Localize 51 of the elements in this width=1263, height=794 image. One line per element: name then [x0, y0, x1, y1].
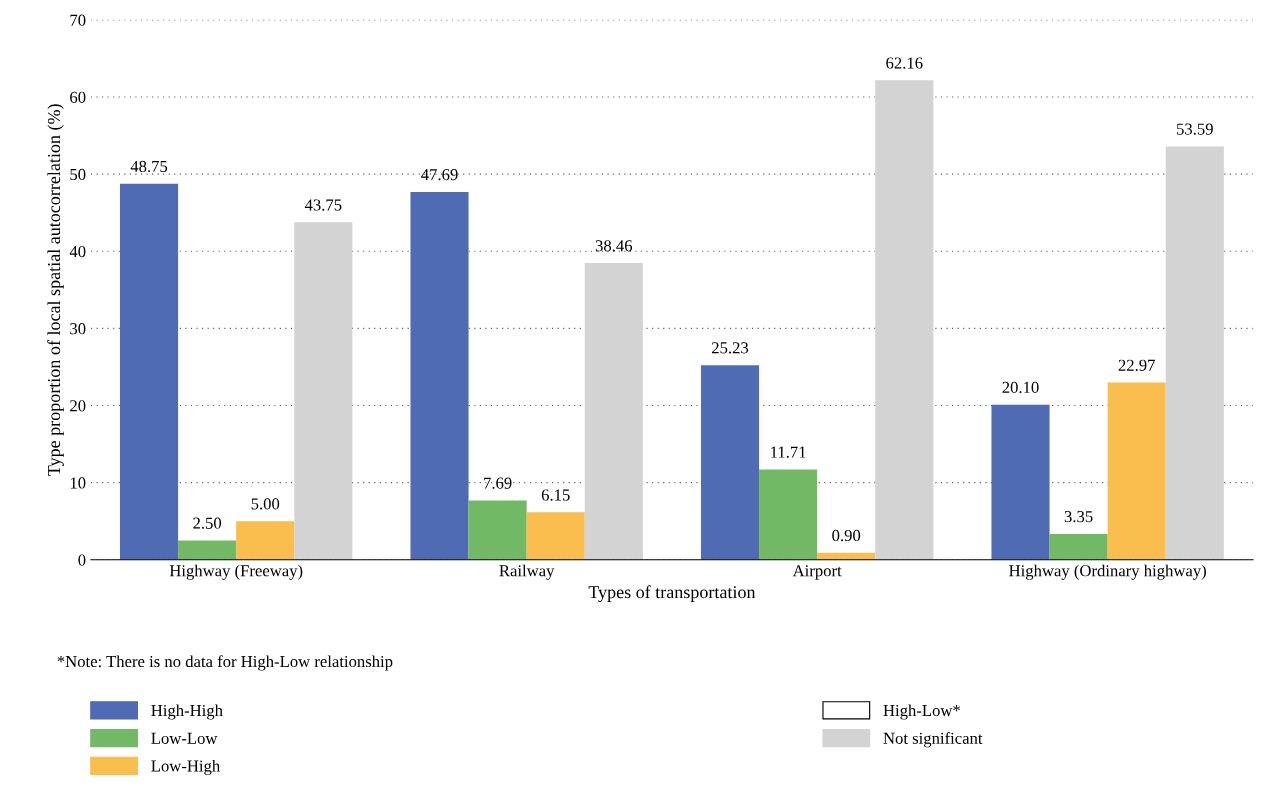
bar [468, 500, 527, 560]
x-tick-label: Airport [792, 565, 842, 580]
data-label: 2.50 [193, 517, 222, 529]
bar [875, 80, 934, 560]
data-label: 47.69 [421, 169, 458, 181]
bar [1165, 146, 1224, 560]
x-tick-label: Highway (Ordinary highway) [1009, 564, 1206, 580]
y-axis-title: Type proportion of local spatial autocorrelation (%) [47, 104, 64, 476]
bar [1049, 533, 1108, 560]
data-label: 6.15 [541, 489, 570, 501]
y-tick-label: 30 [70, 323, 86, 335]
data-label: 38.46 [595, 240, 633, 252]
y-tick-label: 20 [70, 400, 86, 412]
legend-label: Low-Low [151, 732, 218, 744]
y-tick-label: 0 [78, 554, 86, 566]
data-label: 5.00 [251, 498, 280, 510]
bar [526, 512, 585, 560]
y-tick-label: 60 [70, 91, 86, 103]
data-label: 0.90 [832, 529, 861, 542]
x-tick-label: Railway [499, 564, 555, 580]
data-label: 7.69 [484, 477, 512, 489]
y-tick-label: 40 [69, 245, 86, 258]
data-label: 22.97 [1118, 359, 1155, 371]
data-label: 43.75 [304, 199, 342, 211]
data-label: 48.75 [130, 160, 168, 173]
y-tick-label: 50 [70, 168, 86, 181]
data-label: 53.59 [1177, 123, 1213, 135]
data-label: 25.23 [712, 342, 749, 354]
bar [119, 183, 179, 560]
legend-label: Not significant [883, 732, 983, 748]
bar [236, 521, 295, 560]
x-tick-label: Highway (Freeway) [169, 564, 303, 580]
text: *Note: There is no data for High-Low relationship [57, 655, 393, 671]
x-axis-title: Types of transportation [588, 585, 756, 602]
bar [759, 469, 818, 560]
bar [584, 263, 643, 560]
legend-label: High-High [151, 704, 223, 720]
data-label: 11.71 [771, 446, 806, 458]
y-tick-label: 70 [70, 14, 86, 26]
legend-label: High-Low* [883, 704, 960, 720]
legend-label: Low-High [151, 759, 220, 776]
bar [178, 540, 237, 560]
bar [991, 404, 1050, 560]
data-label: 62.16 [886, 57, 923, 69]
bar [1107, 382, 1166, 560]
bar [294, 222, 353, 560]
bar [700, 365, 760, 560]
data-label: 3.35 [1064, 511, 1093, 523]
data-label: 20.10 [1002, 381, 1039, 394]
bar [410, 191, 469, 560]
y-tick-label: 10 [70, 477, 86, 489]
